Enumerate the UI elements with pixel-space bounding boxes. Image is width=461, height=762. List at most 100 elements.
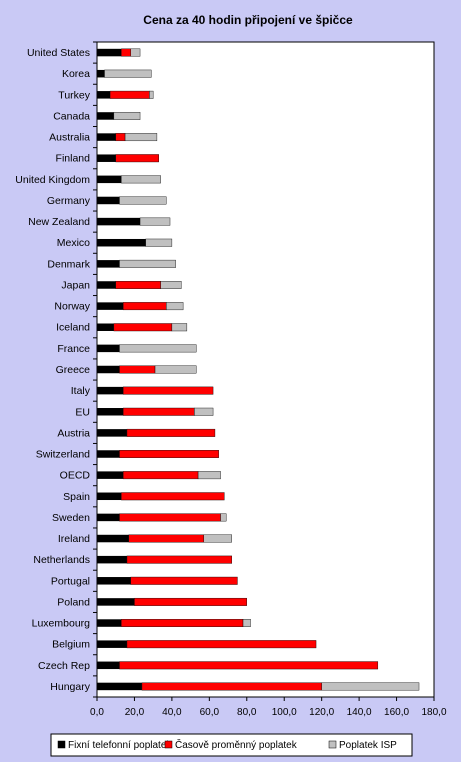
bar-fixed	[97, 513, 120, 522]
legend-label: Časově proměnný poplatek	[175, 738, 298, 751]
category-label: Ireland	[58, 533, 90, 545]
x-tick-label: 60,0	[200, 707, 220, 718]
bar-time	[121, 48, 131, 57]
bar-fixed	[97, 682, 142, 691]
bar-fixed	[97, 471, 124, 479]
category-label: Sweden	[52, 512, 90, 524]
bar-time	[115, 133, 126, 142]
bar-time	[115, 281, 161, 289]
legend-label: Fixní telefonní poplatek	[68, 740, 172, 751]
bar-fixed	[97, 534, 129, 543]
bar-isp	[194, 407, 214, 416]
legend-swatch	[57, 740, 66, 749]
bar-isp	[149, 90, 154, 99]
bar-isp	[166, 302, 184, 311]
bar-fixed	[97, 281, 116, 289]
x-tick-label: 180,0	[421, 707, 446, 718]
bar-time	[130, 576, 238, 585]
bar-fixed	[97, 429, 127, 437]
x-tick-label: 40,0	[162, 707, 182, 718]
bar-fixed	[97, 323, 114, 331]
category-label: Luxembourg	[32, 618, 91, 630]
bar-time	[123, 386, 214, 395]
category-label: Switzerland	[36, 449, 90, 461]
legend-swatch	[164, 740, 173, 749]
bar-fixed	[97, 661, 120, 670]
bar-isp	[119, 259, 176, 268]
bar-fixed	[97, 302, 124, 310]
bar-fixed	[97, 154, 116, 162]
bar-time	[109, 90, 150, 99]
bar-fixed	[97, 69, 105, 78]
category-label: Czech Rep	[38, 660, 90, 672]
category-label: Portugal	[51, 575, 90, 587]
category-label: Greece	[56, 364, 91, 376]
category-label: Canada	[53, 110, 90, 122]
bar-fixed	[97, 238, 146, 247]
bar-time	[121, 619, 244, 627]
bar-fixed	[97, 217, 141, 226]
bar-fixed	[97, 386, 124, 395]
bar-time	[121, 492, 225, 501]
x-tick-label: 100,0	[272, 707, 297, 718]
bar-fixed	[97, 365, 120, 374]
bar-fixed	[97, 344, 120, 353]
bar-isp	[124, 133, 158, 142]
category-label: Spain	[63, 491, 90, 503]
bar-isp	[203, 534, 232, 543]
bar-fixed	[97, 555, 127, 564]
category-label: Mexico	[57, 237, 90, 249]
bar-time	[119, 450, 219, 458]
legend: Fixní telefonní poplatek Časově proměnný …	[50, 733, 413, 757]
bar-time	[141, 682, 322, 691]
bar-fixed	[97, 408, 124, 416]
bar-isp	[119, 344, 197, 353]
bar-isp	[104, 69, 152, 78]
category-label: France	[57, 343, 90, 355]
bar-fixed	[97, 598, 135, 606]
bar-fixed	[97, 48, 122, 57]
category-label: Poland	[57, 596, 90, 608]
x-tick-label: 120,0	[309, 707, 334, 718]
bar-fixed	[97, 450, 120, 458]
category-label: Hungary	[50, 681, 90, 693]
bar-isp	[197, 471, 221, 480]
chart-title: Cena za 40 hodin připojení ve špičce	[143, 13, 353, 27]
bar-isp	[160, 281, 182, 289]
x-tick-label: 80,0	[237, 707, 257, 718]
x-tick-label: 0,0	[90, 707, 104, 718]
bar-time	[119, 513, 221, 522]
bar-fixed	[97, 196, 120, 205]
category-label: Italy	[71, 385, 91, 397]
bar-fixed	[97, 640, 127, 648]
category-labels: United States Korea Turkey Canada Australia F…	[15, 41, 97, 698]
category-label: Australia	[49, 132, 90, 144]
bar-fixed	[97, 260, 120, 268]
bar-time	[119, 365, 156, 374]
bar-time	[119, 661, 379, 670]
bars-group	[97, 48, 420, 691]
bar-fixed	[97, 577, 131, 585]
bar-time	[113, 323, 173, 332]
bar-time	[126, 640, 317, 649]
category-label: Norway	[54, 301, 90, 313]
bar-fixed	[97, 175, 122, 184]
category-label: Turkey	[58, 89, 90, 101]
bar-time	[126, 428, 216, 437]
bar-fixed	[97, 492, 122, 501]
legend-label: Poplatek ISP	[339, 740, 397, 751]
category-label: United Kingdom	[15, 174, 90, 186]
legend-box	[50, 733, 413, 757]
category-label: OECD	[60, 470, 91, 482]
category-label: Japan	[61, 279, 90, 291]
category-label: Belgium	[52, 639, 90, 651]
bar-isp	[119, 196, 167, 205]
category-label: Iceland	[56, 322, 90, 334]
category-label: United States	[27, 47, 90, 59]
bar-time	[128, 534, 204, 543]
category-label: Denmark	[47, 258, 90, 270]
x-tick-label: 20,0	[125, 707, 145, 718]
legend-swatch	[328, 740, 337, 749]
bar-fixed	[97, 133, 116, 141]
bar-time	[123, 302, 167, 311]
